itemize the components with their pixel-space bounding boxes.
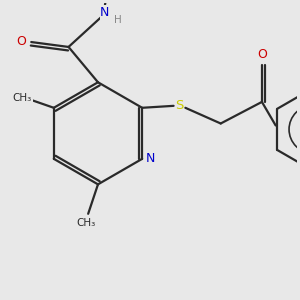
Text: N: N <box>100 6 110 19</box>
Text: CH₃: CH₃ <box>13 93 32 103</box>
Text: N: N <box>145 152 155 165</box>
Text: CH₃: CH₃ <box>76 218 96 228</box>
Text: S: S <box>175 99 184 112</box>
Text: O: O <box>16 34 26 48</box>
Text: O: O <box>257 48 267 61</box>
Text: H: H <box>114 15 122 26</box>
